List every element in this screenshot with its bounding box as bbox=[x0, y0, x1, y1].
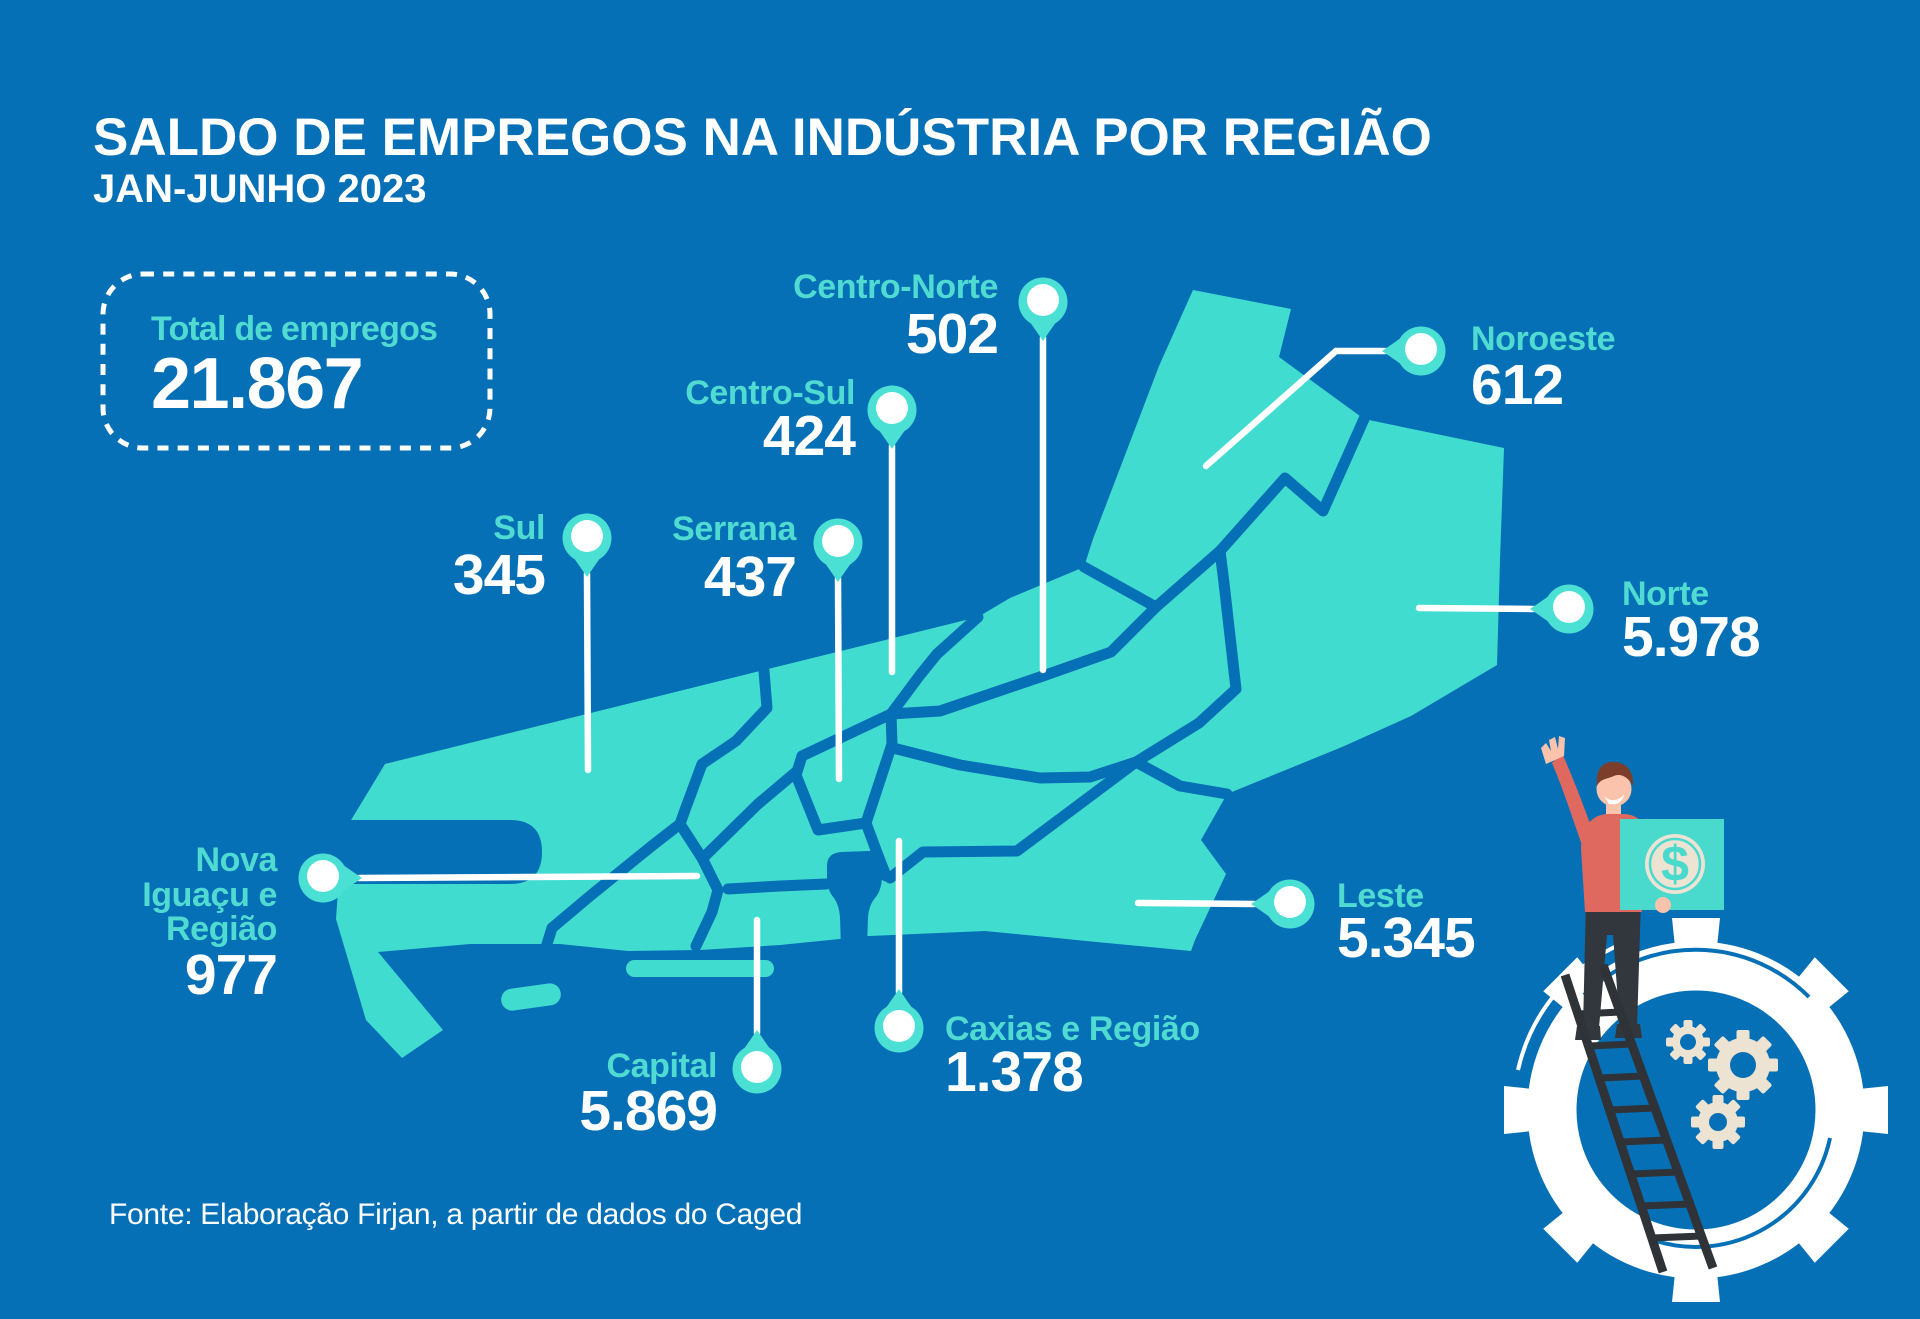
svg-text:1.378: 1.378 bbox=[945, 1040, 1083, 1104]
svg-text:612: 612 bbox=[1471, 353, 1563, 417]
svg-text:424: 424 bbox=[763, 404, 856, 468]
svg-text:345: 345 bbox=[453, 543, 545, 607]
svg-text:5.345: 5.345 bbox=[1337, 906, 1475, 970]
svg-text:Noroeste: Noroeste bbox=[1471, 320, 1615, 358]
svg-text:Sul: Sul bbox=[493, 509, 545, 547]
svg-text:Norte: Norte bbox=[1622, 575, 1709, 613]
svg-text:5.978: 5.978 bbox=[1622, 605, 1760, 669]
svg-text:Centro-Norte: Centro-Norte bbox=[793, 268, 998, 306]
svg-text:Nova: Nova bbox=[195, 841, 278, 879]
svg-text:JAN-JUNHO 2023: JAN-JUNHO 2023 bbox=[93, 167, 426, 211]
svg-text:5.869: 5.869 bbox=[579, 1079, 717, 1143]
svg-text:Capital: Capital bbox=[606, 1047, 717, 1085]
svg-text:Caxias e Região: Caxias e Região bbox=[945, 1010, 1200, 1048]
svg-text:Serrana: Serrana bbox=[672, 510, 797, 548]
svg-text:502: 502 bbox=[906, 302, 998, 366]
svg-text:Total de empregos: Total de empregos bbox=[151, 310, 437, 348]
svg-text:977: 977 bbox=[185, 943, 277, 1007]
svg-text:21.867: 21.867 bbox=[151, 344, 362, 424]
svg-text:Fonte: Elaboração Firjan, a pa: Fonte: Elaboração Firjan, a partir de da… bbox=[109, 1198, 802, 1231]
svg-text:SALDO DE EMPREGOS NA INDÚSTRIA: SALDO DE EMPREGOS NA INDÚSTRIA POR REGIÃ… bbox=[93, 107, 1432, 167]
svg-text:Região: Região bbox=[166, 910, 277, 948]
svg-text:Centro-Sul: Centro-Sul bbox=[685, 374, 855, 412]
svg-text:Leste: Leste bbox=[1337, 877, 1424, 915]
svg-text:Iguaçu e: Iguaçu e bbox=[142, 876, 277, 914]
svg-text:437: 437 bbox=[704, 545, 796, 609]
svg-text:$: $ bbox=[1661, 836, 1689, 892]
